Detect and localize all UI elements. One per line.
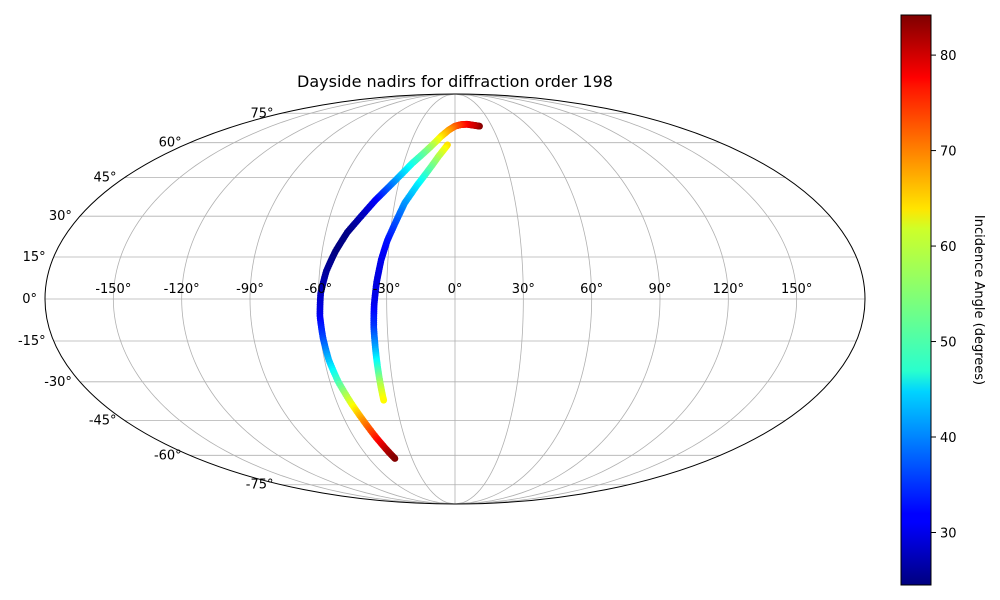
colorbar-tick-label: 70 <box>940 145 957 160</box>
longitude-tick-label: 90° <box>648 282 671 297</box>
chart-title: Dayside nadirs for diffraction order 198 <box>297 72 613 91</box>
latitude-tick-label: 60° <box>159 136 182 151</box>
longitude-tick-label: -60° <box>304 282 332 297</box>
colorbar: 30 40 50 60 70 80 Incidence Angle (degrees) <box>900 14 986 586</box>
colorbar-tick-label: 50 <box>940 336 957 351</box>
scatter-points <box>316 120 483 462</box>
latitude-labels: 75° 60° 45° 30° 15° 0° -15° -30° -45° -60° -75° <box>18 106 274 492</box>
longitude-labels: -150° -120° -90° -60° -30° 0° 30° 60° 90° 120° 150… <box>95 282 812 297</box>
longitude-tick-label: -150° <box>95 282 131 297</box>
longitude-tick-label: -120° <box>164 282 200 297</box>
map-boundary <box>44 93 866 505</box>
meridian-gridline <box>454 94 524 504</box>
longitude-tick-label: 60° <box>580 282 603 297</box>
latitude-tick-label: -15° <box>18 334 46 349</box>
latitude-tick-label: -75° <box>246 478 274 493</box>
longitude-tick-label: 0° <box>448 282 463 297</box>
meridian-gridline <box>454 94 593 504</box>
nadir-point <box>391 455 399 462</box>
latitude-tick-label: 75° <box>250 106 273 121</box>
colorbar-tick-label: 40 <box>940 431 957 446</box>
meridian-gridline <box>454 94 798 504</box>
latitude-tick-label: -30° <box>44 375 72 390</box>
longitude-tick-label: 30° <box>512 282 535 297</box>
latitude-tick-label: -60° <box>154 448 182 463</box>
nadir-point <box>380 396 388 404</box>
colorbar-tick-label: 30 <box>940 526 957 541</box>
colorbar-label: Incidence Angle (degrees) <box>971 215 986 385</box>
meridian-gridline <box>386 94 456 504</box>
latitude-tick-label: 15° <box>23 250 46 265</box>
colorbar-tick-label: 80 <box>940 49 957 64</box>
latitude-tick-label: -45° <box>89 413 117 428</box>
meridian-gridline <box>454 94 729 504</box>
colorbar-gradient <box>900 14 932 586</box>
latitude-tick-label: 30° <box>49 209 72 224</box>
longitude-tick-label: 150° <box>781 282 812 297</box>
meridian-gridline <box>249 94 456 504</box>
meridian-gridline <box>181 94 456 504</box>
graticule <box>45 94 865 504</box>
meridian-gridline <box>112 94 456 504</box>
colorbar-tick-label: 60 <box>940 240 957 255</box>
colorbar-ticks: 30 40 50 60 70 80 <box>931 49 957 541</box>
meridian-gridline <box>454 94 661 504</box>
latitude-tick-label: 45° <box>94 171 117 186</box>
longitude-tick-label: -90° <box>236 282 264 297</box>
longitude-tick-label: -30° <box>373 282 401 297</box>
latitude-tick-label: 0° <box>22 292 37 307</box>
longitude-tick-label: 120° <box>713 282 744 297</box>
map-area: -150° -120° -90° -60° -30° 0° 30° 60° 90° 120° 150… <box>18 93 866 505</box>
